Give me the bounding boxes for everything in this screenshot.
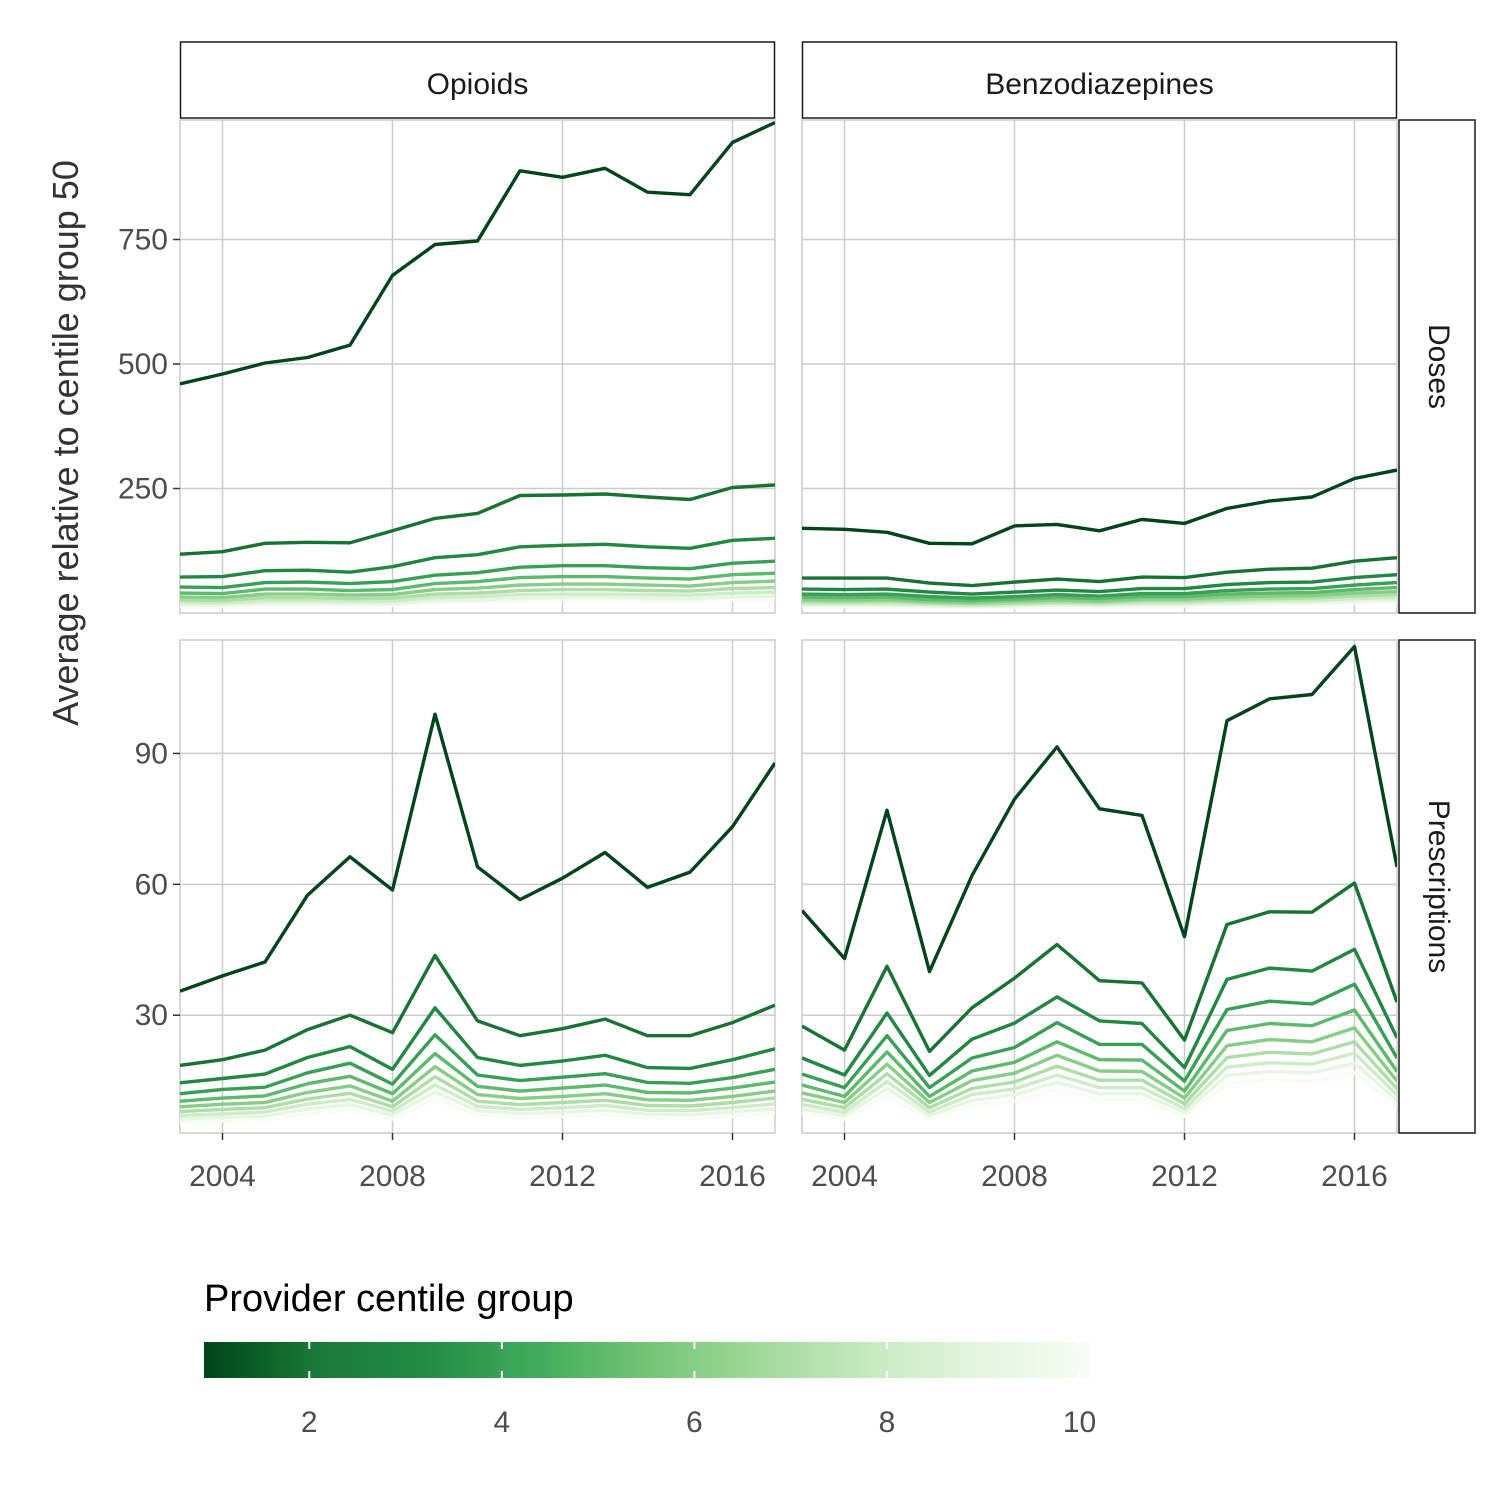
series-line-group-8	[180, 1083, 775, 1118]
strip-box	[179, 41, 776, 119]
strip-box	[1398, 119, 1476, 614]
series-line-group-5	[802, 585, 1397, 603]
series-line-group-3	[802, 947, 1397, 1078]
panel-border	[801, 119, 1398, 614]
facet-strip-doses: Doses	[1398, 119, 1476, 614]
series-line-group-6	[802, 1026, 1397, 1105]
series-line-group-5	[180, 571, 775, 596]
legend: Provider centile group 2 4 6 8 10	[204, 1278, 1096, 1439]
panel-border	[179, 119, 776, 614]
panel-benzodiazepines-prescriptions: 2004 2008 2012 2016	[801, 639, 1398, 1193]
x-tick-label: 2004	[811, 1160, 878, 1193]
series-line-group-7	[180, 585, 775, 603]
legend-tick-label: 8	[879, 1406, 896, 1439]
series-group	[180, 120, 775, 609]
legend-title: Provider centile group	[204, 1278, 574, 1320]
strip-box	[801, 41, 1398, 119]
panel-border	[801, 639, 1398, 1134]
series-line-group-4	[180, 1033, 775, 1096]
x-tick-label: 2012	[1151, 1160, 1218, 1193]
strip-label: Prescriptions	[1422, 800, 1455, 973]
legend-colorbar	[204, 1342, 1090, 1378]
facet-strip-opioids: Opioids	[179, 41, 776, 119]
legend-tick-label: 2	[301, 1406, 318, 1439]
x-tick-label: 2004	[189, 1160, 256, 1193]
x-tick-label: 2008	[981, 1160, 1048, 1193]
y-tick-label: 750	[118, 224, 168, 257]
series-line-group-6	[802, 589, 1397, 605]
series-line-group-2	[802, 881, 1397, 1054]
series-group	[802, 468, 1397, 610]
y-axis-title: Average relative to centile group 50	[45, 160, 86, 726]
strip-box	[1398, 639, 1476, 1134]
series-line-group-8	[802, 1051, 1397, 1114]
legend-tick-label: 10	[1063, 1406, 1096, 1439]
series-line-group-4	[180, 559, 775, 590]
y-tick-label: 90	[135, 737, 168, 770]
legend-tick-label: 6	[686, 1406, 703, 1439]
series-line-group-1	[180, 712, 775, 993]
series-line-group-1	[180, 120, 775, 386]
series-line-group-7	[180, 1075, 775, 1114]
series-line-group-4	[802, 580, 1397, 600]
series-line-group-10	[180, 1097, 775, 1125]
series-line-group-5	[802, 1008, 1397, 1099]
legend-tick-label: 4	[493, 1406, 510, 1439]
series-line-group-1	[802, 468, 1397, 546]
series-line-group-4	[802, 982, 1397, 1090]
facet-strip-prescriptions: Prescriptions	[1398, 639, 1476, 1134]
series-group	[802, 644, 1397, 1121]
panel-opioids-doses: 250 500 750	[118, 119, 776, 614]
panel-border	[179, 639, 776, 1134]
y-tick-label: 30	[135, 999, 168, 1032]
series-line-group-10	[802, 1071, 1397, 1121]
series-line-group-9	[180, 594, 775, 607]
series-group	[180, 712, 775, 1125]
facet-strip-benzodiazepines: Benzodiazepines	[801, 41, 1398, 119]
series-line-group-6	[180, 579, 775, 600]
series-line-group-2	[180, 483, 775, 556]
y-tick-label: 250	[118, 473, 168, 506]
series-line-group-9	[180, 1090, 775, 1121]
series-line-group-3	[802, 573, 1397, 596]
y-tick-label: 60	[135, 868, 168, 901]
series-line-group-3	[180, 1006, 775, 1085]
strip-label: Benzodiazepines	[985, 68, 1214, 101]
x-tick-label: 2012	[529, 1160, 596, 1193]
y-tick-label: 500	[118, 348, 168, 381]
series-line-group-10	[180, 597, 775, 609]
series-line-group-1	[802, 644, 1397, 974]
strip-label: Doses	[1422, 324, 1455, 409]
series-line-group-2	[802, 556, 1397, 588]
series-line-group-5	[180, 1051, 775, 1103]
series-line-group-6	[180, 1065, 775, 1109]
strip-label: Opioids	[427, 68, 529, 101]
panel-benzodiazepines-doses	[801, 119, 1398, 614]
series-line-group-9	[802, 1061, 1397, 1118]
x-tick-label: 2016	[1321, 1160, 1388, 1193]
series-line-group-8	[180, 590, 775, 605]
series-line-group-7	[802, 1040, 1397, 1110]
series-line-group-2	[180, 953, 775, 1068]
panel-opioids-prescriptions: 30 60 90 2004 2008 2012 2016	[135, 639, 776, 1193]
x-tick-label: 2016	[699, 1160, 766, 1193]
series-line-group-3	[180, 536, 775, 579]
x-tick-label: 2008	[359, 1160, 426, 1193]
